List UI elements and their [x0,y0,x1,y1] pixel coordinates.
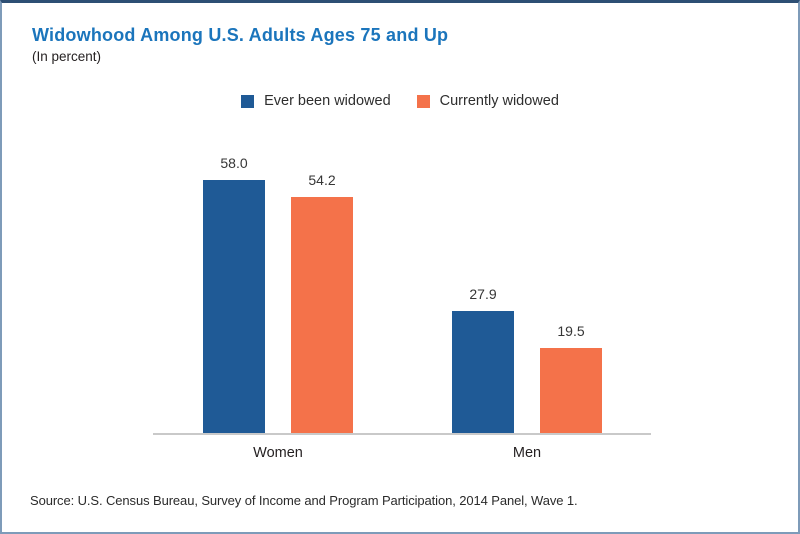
chart-subtitle: (In percent) [32,49,102,64]
bar-wrap-men-ever-widowed: 27.9 [452,286,514,433]
value-label-women-currently-widowed: 54.2 [308,172,336,188]
bar-group-women: 58.0 54.2 [203,155,353,433]
legend-item-ever-widowed: Ever been widowed [241,93,391,109]
chart-title: Widowhood Among U.S. Adults Ages 75 and … [32,25,449,45]
legend-swatch-orange-icon [416,94,430,108]
bar-women-ever-widowed [203,180,265,433]
legend-label-currently-widowed: Currently widowed [439,93,559,109]
bar-group-men: 27.9 19.5 [452,286,602,433]
bar-women-currently-widowed [291,197,353,433]
value-label-men-currently-widowed: 19.5 [557,323,585,339]
legend-item-currently-widowed: Currently widowed [416,93,559,109]
plot-area: 58.0 54.2 27.9 19.5 Women Men [153,123,651,461]
bar-men-ever-widowed [452,311,514,433]
value-label-women-ever-widowed: 58.0 [220,155,248,171]
chart-header: Widowhood Among U.S. Adults Ages 75 and … [32,25,448,64]
x-axis-line [153,433,651,435]
category-label-men: Men [512,445,542,461]
source-note: Source: U.S. Census Bureau, Survey of In… [30,493,578,508]
value-label-men-ever-widowed: 27.9 [469,286,497,302]
bar-wrap-women-ever-widowed: 58.0 [203,155,265,433]
legend: Ever been widowed Currently widowed [2,93,798,109]
category-label-women: Women [253,445,303,461]
bar-men-currently-widowed [540,348,602,433]
bar-wrap-women-currently-widowed: 54.2 [291,172,353,433]
legend-label-ever-widowed: Ever been widowed [264,93,391,109]
legend-swatch-blue-icon [241,94,255,108]
bar-wrap-men-currently-widowed: 19.5 [540,323,602,433]
